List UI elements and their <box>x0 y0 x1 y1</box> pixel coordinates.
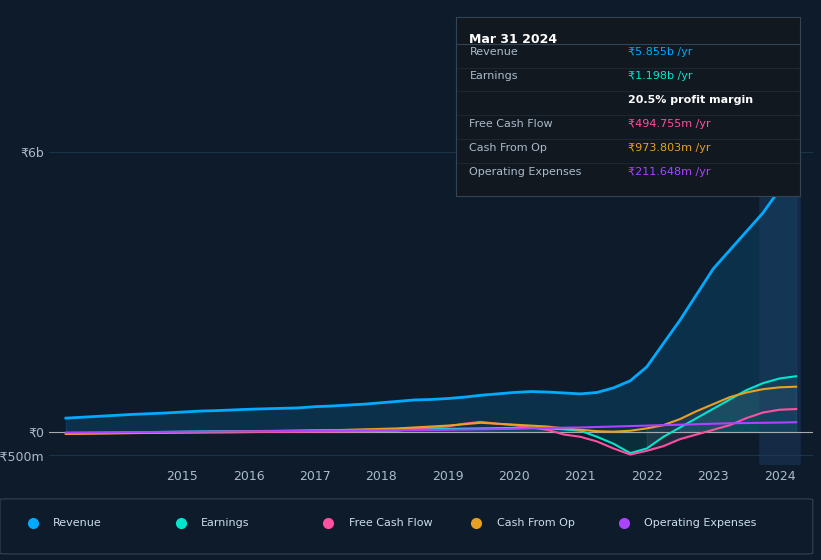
Text: Free Cash Flow: Free Cash Flow <box>349 518 433 528</box>
Text: ₹211.648m /yr: ₹211.648m /yr <box>628 167 710 177</box>
Text: Operating Expenses: Operating Expenses <box>644 518 757 528</box>
Text: ₹973.803m /yr: ₹973.803m /yr <box>628 143 710 153</box>
Text: Cash From Op: Cash From Op <box>470 143 548 153</box>
Text: Revenue: Revenue <box>53 518 102 528</box>
Text: Mar 31 2024: Mar 31 2024 <box>470 33 557 46</box>
Text: Revenue: Revenue <box>470 47 518 57</box>
Text: ₹5.855b /yr: ₹5.855b /yr <box>628 47 692 57</box>
Text: Earnings: Earnings <box>470 71 518 81</box>
Text: Free Cash Flow: Free Cash Flow <box>470 119 553 129</box>
Text: Operating Expenses: Operating Expenses <box>470 167 582 177</box>
Text: ₹1.198b /yr: ₹1.198b /yr <box>628 71 693 81</box>
Text: Earnings: Earnings <box>201 518 250 528</box>
Text: ₹494.755m /yr: ₹494.755m /yr <box>628 119 711 129</box>
Text: 20.5% profit margin: 20.5% profit margin <box>628 95 753 105</box>
Text: Cash From Op: Cash From Op <box>497 518 575 528</box>
